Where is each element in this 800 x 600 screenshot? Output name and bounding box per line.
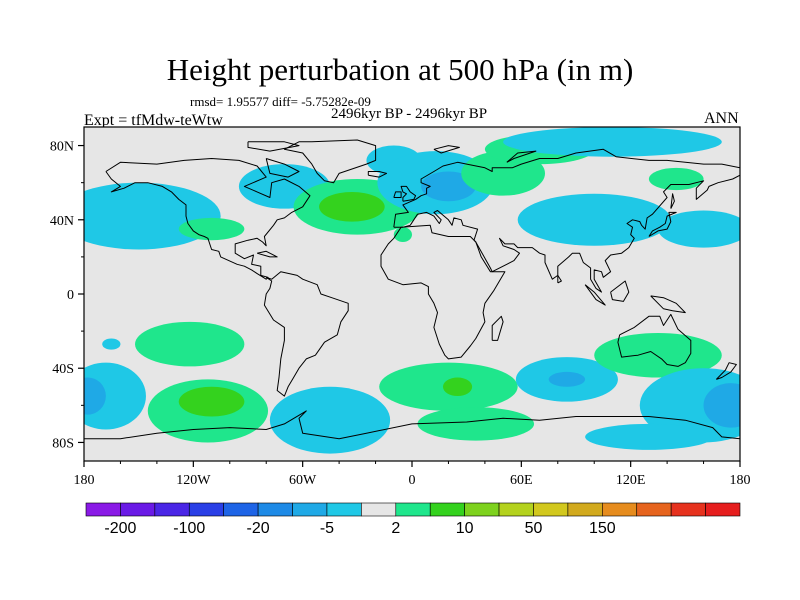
- anomaly-region: [503, 127, 722, 157]
- colorbar-swatch: [85, 502, 121, 517]
- coastline-iceland: [367, 171, 387, 178]
- anomaly-field: [84, 127, 740, 454]
- colorbar-swatch: [567, 502, 603, 517]
- colorbar-swatch: [429, 502, 465, 517]
- coastline-sri-lanka: [557, 274, 562, 284]
- colorbar-swatch: [602, 502, 638, 517]
- coastline-borneo: [610, 280, 630, 302]
- anomaly-region: [585, 423, 713, 450]
- anomaly-region: [648, 167, 704, 191]
- anomaly-region: [269, 386, 391, 454]
- anomaly-region: [178, 386, 245, 417]
- lon-tick-label: 120W: [176, 473, 211, 488]
- lat-tick-label: 40N: [50, 214, 74, 229]
- lon-tick-label: 180: [730, 473, 751, 488]
- lat-tick-label: 40S: [52, 362, 74, 377]
- anomaly-region: [639, 368, 740, 443]
- colorbar-swatch: [326, 502, 362, 517]
- lat-tick-label: 80S: [52, 436, 74, 451]
- lon-tick-label: 120E: [616, 473, 646, 488]
- coastline-australia: [617, 313, 692, 367]
- anomaly-region: [594, 332, 722, 378]
- coastline-kamchatka-island: [670, 193, 675, 209]
- anomaly-region: [417, 407, 535, 441]
- colorbar-label: -20: [247, 520, 270, 537]
- axis-ticks: 180 120W 60W 0 60E 120E 180 80N 40N 0 40S 80S: [50, 140, 751, 488]
- map-title: Height perturbation at 500 hPa (in m): [166, 52, 634, 87]
- colorbar-swatch: [636, 502, 672, 517]
- coastline-africa: [380, 224, 506, 360]
- colorbar-swatch: [705, 502, 741, 517]
- anomaly-region: [84, 362, 146, 430]
- anomaly-region: [102, 338, 121, 350]
- lat-tick-label: 80N: [50, 140, 74, 155]
- colorbar-swatch: [498, 502, 534, 517]
- colorbar-label: -100: [173, 520, 205, 537]
- coastline-greenland: [283, 139, 377, 184]
- coastline-sumatra: [584, 284, 606, 306]
- coastlines: [84, 139, 740, 440]
- anomaly-region: [319, 191, 385, 222]
- colorbar-label: 2: [391, 520, 400, 537]
- coastline-svalbard: [433, 145, 460, 154]
- coastline-madagascar: [491, 315, 504, 341]
- colorbar-swatch: [395, 502, 431, 517]
- colorbar-swatch: [120, 502, 156, 517]
- lon-tick-label: 0: [409, 473, 416, 488]
- coastline-south-america: [263, 271, 349, 397]
- lon-tick-label: 60E: [510, 473, 533, 488]
- experiment-label: Expt = tfMdw-teWtw: [84, 112, 223, 129]
- anomaly-region: [442, 377, 473, 397]
- anomaly-region: [135, 321, 245, 367]
- anomaly-region: [548, 371, 586, 387]
- colorbar-swatch: [188, 502, 224, 517]
- anomaly-region: [517, 193, 671, 246]
- colorbar-label: -5: [320, 520, 334, 537]
- colorbar-label: 150: [589, 520, 616, 537]
- colorbar-swatch: [533, 502, 569, 517]
- coastline-ireland: [393, 191, 402, 198]
- coastline-new-guinea: [650, 295, 686, 314]
- colorbar-swatch: [292, 502, 328, 517]
- lat-tick-label: 0: [67, 288, 74, 303]
- coastline-britain: [400, 185, 417, 202]
- colorbar-swatch: [257, 502, 293, 517]
- colorbar: -200 -100 -20 -5 2 10 50 150: [85, 502, 741, 537]
- anomaly-region: [84, 377, 106, 415]
- colorbar-label: -200: [104, 520, 136, 537]
- anomaly-region: [703, 383, 740, 428]
- period-label: 2496kyr BP - 2496kyr BP: [330, 106, 488, 122]
- coastline-japan: [648, 211, 677, 237]
- coastline-novaya-zemlya: [506, 150, 537, 163]
- coastline-new-zealand: [715, 362, 737, 380]
- coastline-cuba: [256, 250, 278, 258]
- colorbar-label: 50: [525, 520, 543, 537]
- colorbar-swatch: [223, 502, 259, 517]
- anomaly-region: [178, 217, 245, 241]
- colorbar-swatch: [670, 502, 706, 517]
- coastline-baffin: [265, 158, 300, 178]
- rmsd-stats: rmsd= 1.95577 diff= -5.75282e-09: [190, 94, 371, 109]
- lon-tick-label: 180: [74, 473, 95, 488]
- lon-tick-label: 60W: [289, 473, 317, 488]
- colorbar-swatch: [154, 502, 190, 517]
- anomaly-region: [421, 171, 476, 202]
- colorbar-swatch: [361, 502, 397, 517]
- colorbar-swatch: [464, 502, 500, 517]
- anomaly-region: [658, 210, 740, 248]
- coastline-antarctica: [84, 410, 740, 440]
- coastline-eurasia: [393, 148, 740, 293]
- coastline-ellesmere: [247, 141, 300, 152]
- season-label: ANN: [704, 110, 739, 127]
- colorbar-label: 10: [456, 520, 474, 537]
- coastline-north-america: [105, 158, 311, 280]
- anomaly-region: [84, 182, 221, 250]
